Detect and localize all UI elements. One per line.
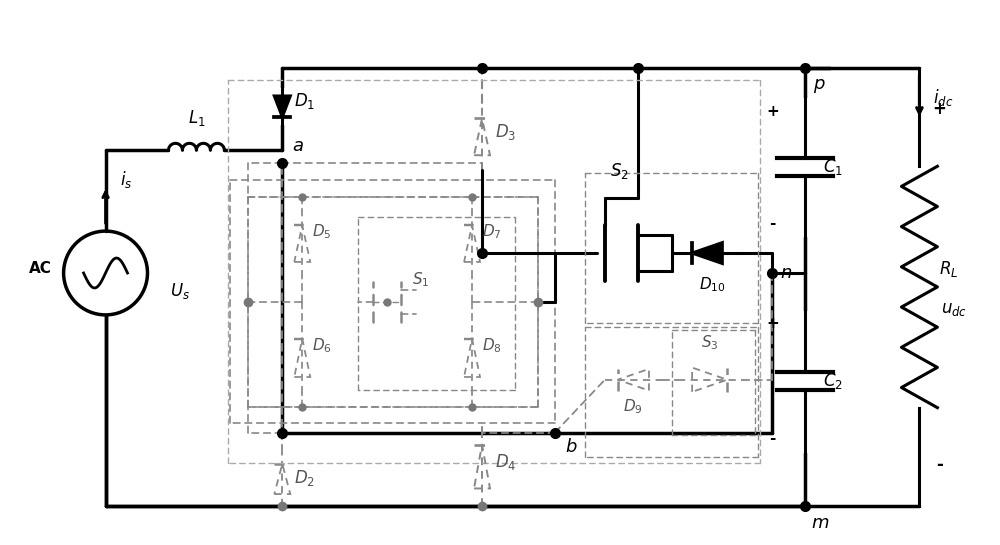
Text: $D_8$: $D_8$	[482, 336, 502, 355]
Text: $b$: $b$	[565, 438, 577, 456]
Text: $a$: $a$	[292, 137, 304, 155]
Polygon shape	[692, 243, 722, 263]
Text: $i_{dc}$: $i_{dc}$	[933, 87, 954, 108]
Text: $R_L$: $R_L$	[939, 259, 959, 279]
Text: $D_3$: $D_3$	[495, 122, 516, 142]
Text: $D_{10}$: $D_{10}$	[699, 275, 726, 294]
Text: $u_{dc}$: $u_{dc}$	[941, 300, 968, 318]
Text: $S_3$: $S_3$	[701, 333, 718, 352]
Text: $S_2$: $S_2$	[610, 161, 629, 181]
Text: $C_2$: $C_2$	[823, 371, 842, 391]
Text: $i_s$: $i_s$	[120, 169, 132, 190]
Text: $D_4$: $D_4$	[495, 451, 516, 471]
Text: $S_1$: $S_1$	[412, 271, 430, 289]
Text: $C_1$: $C_1$	[823, 158, 843, 177]
Text: -: -	[769, 431, 776, 446]
Text: $L_1$: $L_1$	[188, 108, 205, 129]
Text: -: -	[769, 216, 776, 231]
Text: $D_9$: $D_9$	[623, 398, 643, 416]
Text: -: -	[936, 456, 943, 474]
Text: +: +	[766, 104, 779, 119]
Text: $D_5$: $D_5$	[312, 222, 332, 241]
Text: $U_s$: $U_s$	[170, 281, 190, 301]
Text: $p$: $p$	[813, 77, 825, 95]
Text: $m$: $m$	[811, 514, 829, 532]
Text: +: +	[932, 100, 946, 118]
Text: +: +	[766, 316, 779, 331]
Text: $n$: $n$	[780, 264, 792, 282]
Text: $D_2$: $D_2$	[294, 469, 315, 488]
Text: AC: AC	[29, 261, 52, 276]
Text: $D_1$: $D_1$	[294, 92, 315, 111]
Text: $D_7$: $D_7$	[482, 222, 502, 241]
Polygon shape	[274, 96, 290, 117]
Text: $D_6$: $D_6$	[312, 336, 332, 355]
